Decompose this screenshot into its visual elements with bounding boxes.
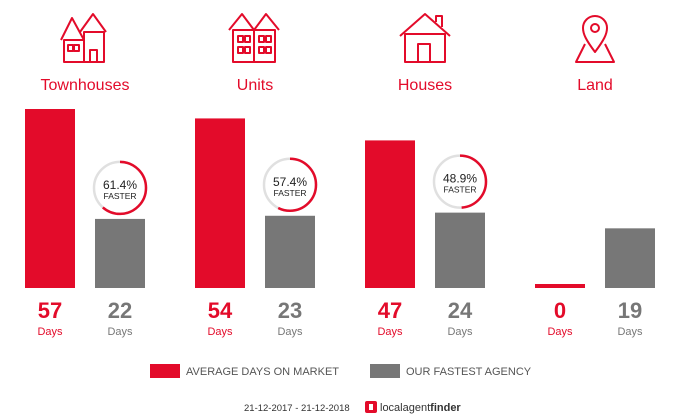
value-fastest-units: 23 [278, 298, 302, 323]
faster-ring-arc [262, 157, 318, 213]
bar-fastest-houses [435, 212, 485, 288]
unit-average-houses: Days [377, 326, 403, 338]
bar-average-houses [365, 140, 415, 288]
townhouses-icon [60, 13, 107, 63]
faster-ring-arc [92, 160, 148, 216]
faster-percent: 48.9% [443, 172, 477, 186]
unit-fastest-townhouses: Days [107, 326, 133, 338]
unit-average-land: Days [547, 326, 573, 338]
value-fastest-townhouses: 22 [108, 298, 132, 323]
category-label-townhouses: Townhouses [41, 77, 130, 94]
bar-average-townhouses [25, 109, 75, 288]
unit-fastest-houses: Days [447, 326, 473, 338]
unit-fastest-land: Days [617, 326, 643, 338]
category-label-land: Land [577, 77, 613, 94]
bar-fastest-land [605, 228, 655, 288]
category-label-units: Units [237, 77, 273, 94]
faster-ring-arc [432, 154, 488, 209]
faster-badge-townhouses: 61.4%FASTER [92, 160, 148, 216]
legend-swatch-fastest [370, 364, 400, 378]
bar-fastest-units [265, 215, 315, 288]
bar-average-units [195, 118, 245, 288]
value-average-units: 54 [208, 298, 233, 323]
unit-fastest-units: Days [277, 326, 303, 338]
faster-label: FASTER [443, 185, 476, 195]
brand-finder: finder [430, 402, 461, 414]
localagentfinder-logo: localagentfinder [365, 401, 461, 414]
unit-average-units: Days [207, 326, 233, 338]
faster-label: FASTER [273, 188, 306, 198]
date-range: 21-12-2017 - 21-12-2018 [244, 403, 350, 414]
value-fastest-land: 19 [618, 298, 642, 323]
category-label-houses: Houses [398, 77, 452, 94]
value-average-houses: 47 [378, 298, 402, 323]
land-pin-icon [575, 15, 615, 63]
brand-local: localagent [380, 402, 430, 414]
legend-swatch-average [150, 364, 180, 378]
faster-percent: 61.4% [103, 178, 137, 192]
houses-icon [399, 13, 451, 63]
value-average-land: 0 [554, 298, 566, 323]
value-fastest-houses: 24 [448, 298, 473, 323]
legend-label-average: AVERAGE DAYS ON MARKET [186, 366, 339, 378]
legend-label-fastest: OUR FASTEST AGENCY [406, 366, 532, 378]
units-icon [228, 13, 280, 63]
unit-average-townhouses: Days [37, 326, 63, 338]
faster-badge-units: 57.4%FASTER [262, 157, 318, 213]
value-average-townhouses: 57 [38, 298, 62, 323]
bars-layer [25, 109, 655, 288]
value-labels-layer: 57 Days 22 Days 54 Days 23 Days 47 Days 24 Days 0 Day… [37, 298, 643, 338]
bar-average-land [535, 284, 585, 288]
bar-fastest-townhouses [95, 218, 145, 288]
svg-text:localagentfinder: localagentfinder [380, 402, 461, 414]
faster-label: FASTER [103, 191, 136, 201]
faster-badge-houses: 48.9%FASTER [432, 154, 488, 209]
faster-percent: 57.4% [273, 175, 307, 189]
